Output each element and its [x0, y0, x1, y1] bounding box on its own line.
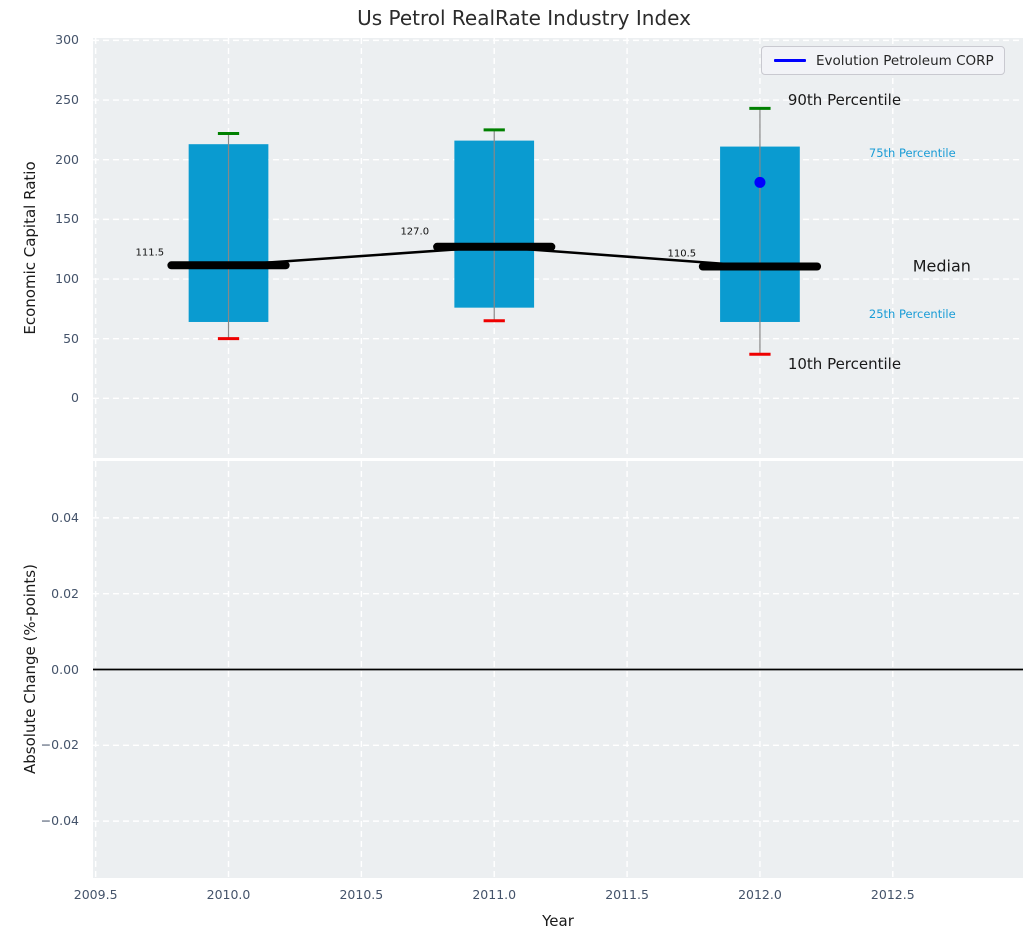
y-tick-label: 0.02	[51, 585, 79, 601]
y-tick-label: 0	[71, 390, 79, 406]
x-tick-label: 2009.5	[73, 887, 118, 902]
bottom-axes-absolute-change	[93, 461, 1023, 878]
y-tick-label: 0.04	[51, 509, 79, 525]
legend: Evolution Petroleum CORP	[761, 46, 1005, 75]
annotation-75th-percentile: 75th Percentile	[868, 145, 956, 160]
annotation-10th-percentile: 10th Percentile	[787, 354, 902, 373]
x-tick-label: 2011.5	[605, 887, 649, 902]
annotation-90th-percentile: 90th Percentile	[787, 91, 902, 110]
y-tick-label: 250	[55, 92, 79, 108]
y-tick-label: 200	[55, 151, 79, 167]
x-tick-label: 2011.0	[472, 887, 517, 902]
median-value-label-2012: 110.5	[667, 248, 697, 260]
y-tick-label: −0.02	[40, 737, 79, 753]
annotation-median: Median	[912, 256, 971, 276]
legend-line-sample	[774, 59, 806, 62]
chart-title: Us Petrol RealRate Industry Index	[357, 6, 691, 30]
y-tick-label: 300	[55, 32, 79, 48]
x-tick-label: 2012.0	[738, 887, 782, 902]
median-value-label-2011: 127.0	[400, 226, 430, 238]
x-tick-label: 2010.5	[339, 887, 384, 902]
top-y-axis-label: Economic Capital Ratio	[21, 161, 39, 335]
y-tick-label: 150	[55, 211, 79, 227]
annotation-25th-percentile: 25th Percentile	[868, 306, 956, 321]
legend-entry-label: Evolution Petroleum CORP	[816, 52, 994, 69]
median-value-label-2010: 111.5	[135, 247, 165, 259]
x-axis-label: Year	[542, 912, 574, 930]
y-tick-label: 100	[55, 271, 79, 287]
y-tick-label: 50	[63, 330, 79, 346]
y-tick-label: 0.00	[51, 661, 79, 677]
x-tick-label: 2012.5	[870, 887, 915, 902]
y-tick-label: −0.04	[40, 813, 79, 829]
x-tick-label: 2010.0	[206, 887, 251, 902]
